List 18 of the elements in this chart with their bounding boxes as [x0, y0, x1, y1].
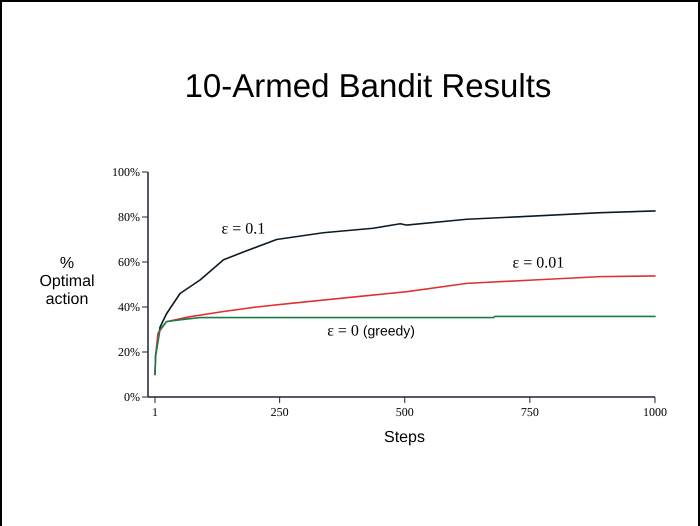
y-tick-label: 60% [118, 255, 140, 270]
series-label: ε = 0.1 [222, 220, 266, 238]
series-label: ε = 0.01 [512, 254, 564, 272]
y-tick-label: 100% [112, 165, 140, 180]
y-tick-label: 40% [118, 300, 140, 314]
x-tick-label: 750 [520, 405, 539, 419]
x-tick-label: 250 [270, 405, 289, 419]
x-tick-label: 1000 [643, 405, 667, 419]
series-label: ε = 0 (greedy) [327, 322, 415, 340]
y-tick-label: 80% [118, 210, 140, 224]
x-axis-title: Steps [384, 429, 425, 446]
y-tick-label: 20% [118, 345, 140, 360]
y-tick-label: 0% [124, 390, 140, 404]
y-axis-title: % Optimal action [39, 255, 95, 308]
x-tick-label: 1 [152, 405, 158, 419]
line-series [154, 316, 656, 376]
x-tick-label: 500 [396, 405, 414, 419]
chart-title: 10-Armed Bandit Results [184, 67, 552, 104]
